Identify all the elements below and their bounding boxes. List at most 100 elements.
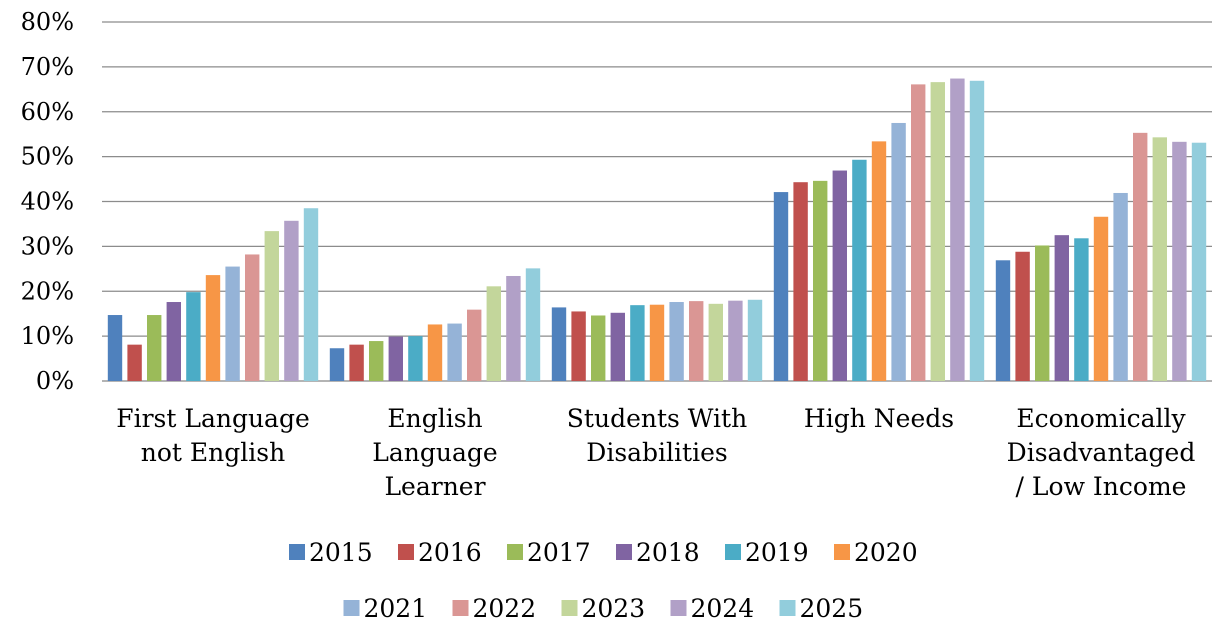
bar-2016 — [1015, 251, 1030, 381]
bar-2025 — [1191, 142, 1207, 381]
category-label: Students With — [567, 404, 747, 433]
y-tick-label: 30% — [21, 232, 74, 260]
bar-2018 — [1054, 235, 1069, 381]
bar-2023 — [486, 286, 501, 381]
bar-2022 — [1133, 132, 1148, 381]
bar-2024 — [506, 275, 521, 381]
bars — [107, 78, 1207, 381]
bar-2016 — [793, 182, 808, 381]
y-tick-label: 60% — [21, 98, 74, 126]
bar-2020 — [1093, 216, 1109, 381]
legend-label: 2020 — [854, 538, 918, 567]
bar-2015 — [995, 260, 1011, 381]
bar-2019 — [186, 292, 201, 381]
bar-2022 — [911, 84, 926, 381]
legend-label: 2021 — [364, 594, 428, 622]
category-label: / Low Income — [1016, 472, 1187, 501]
bar-2025 — [747, 299, 763, 381]
bar-2022 — [689, 301, 704, 381]
bar-2017 — [1035, 245, 1050, 381]
y-axis: 0% 10% 20% 30% 40% 50% 60% 70% 80% — [21, 8, 74, 395]
y-tick-label: 70% — [21, 53, 74, 81]
y-tick-label: 80% — [21, 8, 74, 36]
bar-2024 — [950, 78, 965, 381]
y-tick-label: 10% — [21, 322, 74, 350]
bar-2025 — [525, 268, 541, 381]
bar-2017 — [147, 315, 162, 381]
legend-label: 2019 — [745, 538, 809, 567]
bar-2019 — [630, 305, 645, 381]
legend-swatch — [725, 544, 741, 560]
bar-2024 — [728, 300, 743, 381]
legend: 2015 2016 2017 2018 2019 2020 2021 2022 2023 2024… — [289, 538, 918, 622]
bar-2019 — [1074, 238, 1089, 381]
bar-2016 — [571, 311, 586, 381]
category-label: Learner — [384, 472, 485, 501]
bar-2019 — [852, 159, 867, 381]
legend-swatch — [289, 544, 305, 560]
legend-swatch — [779, 600, 796, 616]
category-label: High Needs — [804, 404, 954, 433]
bar-2022 — [245, 254, 260, 381]
legend-label: 2023 — [582, 594, 646, 622]
bar-2018 — [166, 302, 181, 381]
bar-2020 — [205, 275, 221, 381]
bar-2024 — [1172, 141, 1187, 381]
bar-2016 — [349, 344, 364, 381]
bar-2019 — [408, 336, 423, 381]
bar-2018 — [832, 170, 847, 381]
bar-2018 — [388, 336, 403, 381]
legend-swatch — [834, 544, 850, 560]
legend-swatch — [452, 600, 469, 616]
category-label: Disabilities — [586, 438, 727, 467]
bar-2025 — [969, 80, 985, 381]
legend-label: 2015 — [309, 538, 373, 567]
legend-swatch — [561, 600, 578, 616]
y-tick-label: 0% — [36, 367, 74, 395]
legend-label: 2016 — [418, 538, 482, 567]
bar-2025 — [303, 208, 319, 381]
legend-swatch — [398, 544, 414, 560]
bar-2021 — [225, 266, 240, 381]
category-label: Economically — [1016, 404, 1186, 433]
legend-swatch — [616, 544, 632, 560]
bar-2015 — [329, 348, 345, 381]
legend-swatch — [343, 600, 360, 616]
bar-2017 — [591, 315, 606, 381]
bar-2015 — [773, 192, 789, 381]
bar-2018 — [610, 312, 625, 381]
legend-label: 2022 — [473, 594, 537, 622]
category-label: English — [387, 404, 482, 433]
bar-2023 — [264, 231, 279, 381]
bar-2024 — [284, 220, 299, 381]
bar-2016 — [127, 344, 142, 381]
bar-2023 — [708, 303, 723, 381]
category-label: Language — [372, 438, 497, 467]
legend-label: 2017 — [527, 538, 591, 567]
bar-2015 — [551, 307, 567, 381]
legend-swatch — [507, 544, 523, 560]
bar-2020 — [871, 141, 887, 381]
legend-label: 2024 — [691, 594, 755, 622]
legend-label: 2025 — [800, 594, 864, 622]
bar-2020 — [649, 304, 665, 381]
bar-2023 — [1152, 137, 1167, 381]
bar-2015 — [107, 315, 123, 381]
bar-2021 — [669, 302, 684, 381]
category-label: First Language — [116, 404, 310, 433]
bar-2021 — [447, 323, 462, 381]
y-tick-label: 40% — [21, 188, 74, 216]
x-axis-categories: First Language not English English Language… — [116, 404, 1195, 501]
category-label: Disadvantaged — [1007, 438, 1196, 467]
bar-2017 — [369, 341, 384, 381]
legend-swatch — [670, 600, 687, 616]
bar-2017 — [813, 180, 828, 381]
bar-2021 — [891, 122, 906, 381]
legend-label: 2018 — [636, 538, 700, 567]
y-tick-label: 20% — [21, 277, 74, 305]
bar-2023 — [930, 82, 945, 381]
bar-2021 — [1113, 192, 1128, 381]
bar-2022 — [467, 309, 482, 381]
y-tick-label: 50% — [21, 143, 74, 171]
